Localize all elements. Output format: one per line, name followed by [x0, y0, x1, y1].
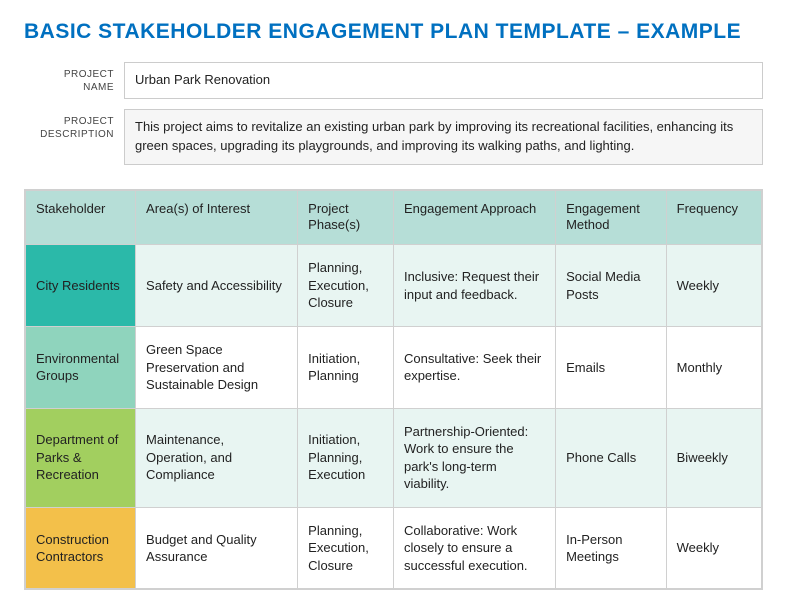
- table-header-cell: Engagement Method: [556, 190, 667, 245]
- stakeholder-cell: Department of Parks & Recreation: [25, 408, 136, 507]
- table-cell: Weekly: [666, 507, 762, 589]
- table-header-cell: Engagement Approach: [393, 190, 555, 245]
- table-header-cell: Stakeholder: [25, 190, 136, 245]
- table-header-row: StakeholderArea(s) of InterestProject Ph…: [25, 190, 762, 245]
- table-header-cell: Area(s) of Interest: [136, 190, 298, 245]
- project-name-value: Urban Park Renovation: [124, 62, 763, 99]
- table-cell: Biweekly: [666, 408, 762, 507]
- stakeholder-cell: Environmental Groups: [25, 326, 136, 408]
- table-header-cell: Frequency: [666, 190, 762, 245]
- table-header-cell: Project Phase(s): [298, 190, 394, 245]
- page-title: BASIC STAKEHOLDER ENGAGEMENT PLAN TEMPLA…: [24, 20, 763, 44]
- stakeholder-cell: City Residents: [25, 245, 136, 327]
- stakeholder-table: StakeholderArea(s) of InterestProject Ph…: [24, 189, 763, 591]
- table-cell: Emails: [556, 326, 667, 408]
- table-cell: Initiation, Planning: [298, 326, 394, 408]
- table-cell: Social Media Posts: [556, 245, 667, 327]
- table-cell: Phone Calls: [556, 408, 667, 507]
- table-cell: In-Person Meetings: [556, 507, 667, 589]
- table-cell: Green Space Preservation and Sustainable…: [136, 326, 298, 408]
- table-cell: Maintenance, Operation, and Compliance: [136, 408, 298, 507]
- project-desc-row: PROJECTDESCRIPTION This project aims to …: [24, 109, 763, 165]
- table-cell: Monthly: [666, 326, 762, 408]
- table-cell: Collaborative: Work closely to ensure a …: [393, 507, 555, 589]
- project-name-label: PROJECTNAME: [24, 62, 124, 99]
- table-cell: Planning, Execution, Closure: [298, 245, 394, 327]
- project-desc-value: This project aims to revitalize an exist…: [124, 109, 763, 165]
- table-cell: Inclusive: Request their input and feedb…: [393, 245, 555, 327]
- table-cell: Initiation, Planning, Execution: [298, 408, 394, 507]
- table-row: City ResidentsSafety and AccessibilityPl…: [25, 245, 762, 327]
- table-row: Department of Parks & RecreationMaintena…: [25, 408, 762, 507]
- table-row: Environmental GroupsGreen Space Preserva…: [25, 326, 762, 408]
- table-cell: Planning, Execution, Closure: [298, 507, 394, 589]
- project-name-row: PROJECTNAME Urban Park Renovation: [24, 62, 763, 99]
- table-cell: Weekly: [666, 245, 762, 327]
- table-cell: Safety and Accessibility: [136, 245, 298, 327]
- table-row: Construction ContractorsBudget and Quali…: [25, 507, 762, 589]
- table-cell: Consultative: Seek their expertise.: [393, 326, 555, 408]
- project-desc-label: PROJECTDESCRIPTION: [24, 109, 124, 165]
- stakeholder-cell: Construction Contractors: [25, 507, 136, 589]
- table-cell: Partnership-Oriented: Work to ensure the…: [393, 408, 555, 507]
- table-cell: Budget and Quality Assurance: [136, 507, 298, 589]
